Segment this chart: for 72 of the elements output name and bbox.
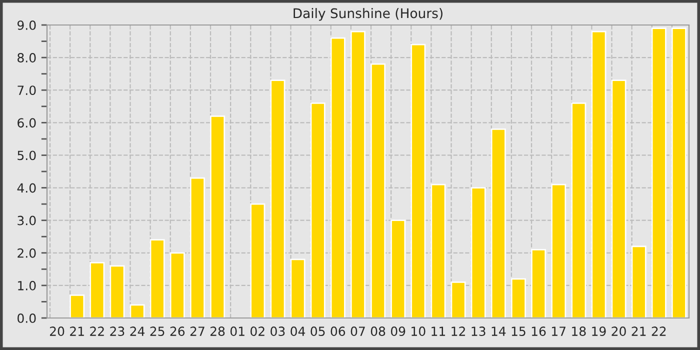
x-tick-label: 27 [190,326,204,336]
x-tick-label: 23 [110,326,124,336]
bar [130,304,145,318]
y-tick-label: 0.0 [18,313,36,323]
x-tick-label: 01 [230,326,244,336]
x-tick-label: 13 [472,326,486,336]
bar [390,220,406,318]
x-tick-label: 19 [592,326,606,336]
bar [450,281,466,318]
y-tick-label: 6.0 [18,118,36,128]
x-tick-label: 20 [50,326,64,336]
y-tick-label: 4.0 [17,183,36,193]
bar [170,252,185,318]
bar [470,187,486,318]
bar [150,239,165,318]
x-tick-label: 20 [612,326,626,336]
x-tick-label: 18 [572,326,586,336]
y-tick-label: 5.0 [18,150,36,160]
bar [671,28,686,318]
y-tick-label: 3.0 [18,216,36,226]
x-tick-label: 04 [290,326,306,336]
x-tick-label: 07 [350,326,365,336]
x-tick-label: 15 [512,326,526,336]
y-tick-label: 8.0 [18,53,36,62]
x-tick-label: 03 [270,326,285,336]
bar [591,30,606,318]
x-tick-label: 22 [652,326,666,336]
bar [651,28,666,318]
bar [350,30,366,318]
bar [571,102,586,318]
bar [310,102,326,318]
y-tick-label: 2.0 [18,248,36,258]
x-tick-label: 11 [432,326,446,336]
bar [551,184,566,318]
bar [370,63,386,318]
y-tick-label: 7.0 [18,86,36,96]
bar [531,248,546,318]
bar [510,278,526,318]
bar [290,258,306,318]
bar [611,80,626,318]
bar [410,44,426,318]
x-tick-label: 10 [412,326,426,336]
x-tick-label: 28 [210,326,225,336]
x-tick-label: 02 [250,326,264,336]
x-tick-label: 25 [150,326,164,336]
x-tick-label: 26 [170,326,185,336]
x-tick-label: 16 [532,326,546,336]
bar [631,246,646,318]
x-tick-label: 08 [370,326,386,336]
bar [490,128,506,318]
x-tick-label: 21 [70,326,84,336]
x-tick-label: 14 [492,326,506,336]
bar [430,184,446,318]
y-tick-label: 1.0 [18,280,36,290]
bar [90,262,105,318]
x-tick-label: 05 [310,326,325,336]
bar [210,115,226,318]
bar [250,203,266,318]
bar [70,294,85,318]
x-tick-label: 17 [552,326,566,336]
x-tick-label: 09 [390,326,406,336]
chart-title: Daily Sunshine (Hours) [294,8,442,21]
bar [270,80,286,318]
bar [330,37,346,318]
x-tick-label: 22 [90,326,104,336]
bar [110,265,125,318]
x-tick-label: 24 [130,326,145,336]
x-tick-label: 12 [452,326,465,336]
x-tick-label: 21 [632,326,646,336]
bar [190,177,205,318]
x-tick-label: 06 [330,326,346,336]
y-tick-label: 9.0 [17,20,36,30]
